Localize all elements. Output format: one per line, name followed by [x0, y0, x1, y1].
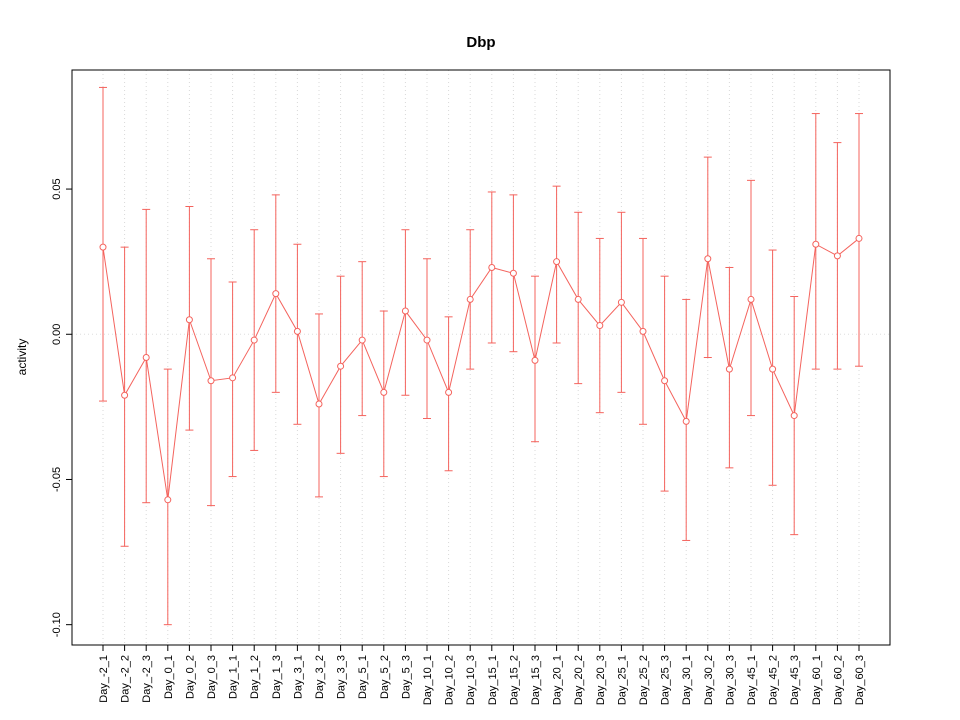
x-tick-label: Day_25_2	[638, 655, 650, 705]
x-tick-label: Day_30_3	[724, 655, 736, 705]
y-tick-label: -0.10	[51, 612, 63, 637]
series-line	[102, 238, 860, 500]
data-point	[855, 234, 863, 242]
x-tick-label: Day_45_3	[789, 655, 801, 705]
data-point	[488, 263, 496, 271]
x-tick-label: Day_3_2	[314, 655, 326, 699]
data-point	[833, 252, 841, 260]
data-point	[747, 295, 755, 303]
data-point	[682, 417, 690, 425]
data-point	[315, 400, 323, 408]
data-point	[769, 365, 777, 373]
data-point	[229, 374, 237, 382]
x-tick-label: Day_30_1	[681, 655, 693, 705]
data-point	[250, 336, 258, 344]
x-gridlines	[102, 70, 860, 645]
data-point	[725, 365, 733, 373]
error-bars	[99, 86, 863, 626]
data-points	[99, 234, 863, 504]
data-point	[574, 295, 582, 303]
y-tick-label: 0.05	[51, 178, 63, 199]
data-point	[812, 240, 820, 248]
x-tick-label: Day_45_1	[746, 655, 758, 705]
x-tick-label: Day_45_2	[768, 655, 780, 705]
x-tick-label: Day_-2_3	[141, 655, 153, 703]
data-point	[380, 388, 388, 396]
data-point	[164, 496, 172, 504]
x-tick-label: Day_5_2	[379, 655, 391, 699]
data-point	[121, 391, 129, 399]
x-tick-label: Day_10_3	[465, 655, 477, 705]
x-tick-label: Day_15_1	[487, 655, 499, 705]
data-point	[337, 362, 345, 370]
data-point	[509, 269, 517, 277]
x-tick-label: Day_-2_1	[98, 655, 110, 703]
x-tick-label: Day_15_3	[530, 655, 542, 705]
data-point	[358, 336, 366, 344]
x-tick-label: Day_15_2	[508, 655, 520, 705]
x-tick-label: Day_5_3	[400, 655, 412, 699]
x-tick-label: Day_3_3	[336, 655, 348, 699]
plot-box	[71, 69, 891, 646]
data-point	[99, 243, 107, 251]
plot-area: Day_-2_1 Day_-2_2 Day_-2_3 Day_0_1 Day_0_2 Da…	[51, 69, 891, 705]
y-axis-label: activity	[15, 339, 29, 376]
x-tick-label: Day_0_3	[206, 655, 218, 699]
chart-title: Dbp	[466, 34, 495, 51]
data-point	[531, 356, 539, 364]
data-point	[423, 336, 431, 344]
data-point	[661, 377, 669, 385]
x-tick-label: Day_25_3	[660, 655, 672, 705]
x-axis: Day_-2_1 Day_-2_2 Day_-2_3 Day_0_1 Day_0_2 Da…	[98, 645, 866, 705]
data-point	[293, 327, 301, 335]
x-tick-label: Day_3_1	[292, 655, 304, 699]
data-point	[185, 316, 193, 324]
data-point	[207, 377, 215, 385]
data-point	[401, 307, 409, 315]
x-tick-label: Day_60_2	[832, 655, 844, 705]
x-tick-label: Day_0_1	[163, 655, 175, 699]
x-tick-label: Day_5_1	[357, 655, 369, 699]
x-tick-label: Day_1_3	[271, 655, 283, 699]
y-axis: -0.10 -0.05 0.00 0.05	[51, 178, 72, 637]
data-point	[142, 354, 150, 361]
x-tick-label: Day_20_1	[552, 655, 564, 705]
x-tick-label: Day_25_1	[616, 655, 628, 705]
x-tick-label: Day_60_1	[811, 655, 823, 705]
data-point	[790, 412, 798, 420]
x-tick-label: Day_10_1	[422, 655, 434, 705]
x-tick-label: Day_1_2	[249, 655, 261, 699]
data-point	[445, 388, 453, 396]
x-tick-label: Day_1_1	[228, 655, 240, 699]
x-tick-label: Day_30_2	[703, 655, 715, 705]
data-point	[272, 290, 280, 298]
y-tick-label: 0.00	[51, 324, 63, 345]
y-tick-label: -0.05	[51, 467, 63, 492]
x-tick-label: Day_10_2	[444, 655, 456, 705]
data-point	[704, 255, 712, 263]
x-tick-label: Day_-2_2	[120, 655, 132, 703]
x-tick-label: Day_20_3	[595, 655, 607, 705]
data-point	[617, 298, 625, 306]
data-point	[466, 295, 474, 303]
x-tick-label: Day_0_2	[184, 655, 196, 699]
x-tick-label: Day_20_2	[573, 655, 585, 705]
data-point	[596, 322, 604, 330]
x-tick-label: Day_60_3	[854, 655, 866, 705]
data-point	[639, 327, 647, 335]
data-point	[553, 258, 561, 266]
